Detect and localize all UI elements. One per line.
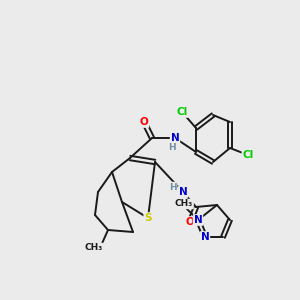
Text: N: N <box>194 215 202 225</box>
Text: N: N <box>201 232 209 242</box>
Text: CH₃: CH₃ <box>85 244 103 253</box>
Text: O: O <box>140 117 148 127</box>
Text: N: N <box>178 187 188 197</box>
Text: N: N <box>171 133 179 143</box>
Text: CH₃: CH₃ <box>175 200 193 208</box>
Text: Cl: Cl <box>176 107 188 117</box>
Text: H: H <box>168 143 176 152</box>
Text: Cl: Cl <box>242 150 253 160</box>
Text: S: S <box>144 213 152 223</box>
Text: O: O <box>186 217 194 227</box>
Text: H: H <box>169 182 177 191</box>
